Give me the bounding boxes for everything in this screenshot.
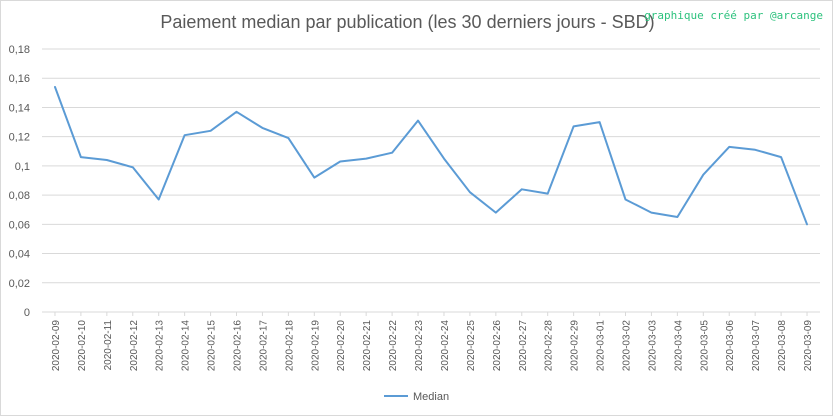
legend: Median	[384, 391, 449, 403]
series-line-median	[54, 86, 808, 226]
x-tick-label: 2020-02-24	[440, 320, 451, 372]
x-tick-label: 2020-02-19	[310, 320, 321, 372]
x-tick-label: 2020-02-13	[155, 320, 166, 372]
y-tick-label: 0,1	[15, 161, 30, 173]
x-tick-label: 2020-02-18	[284, 320, 295, 372]
x-tick-label: 2020-02-22	[388, 320, 399, 372]
x-tick-label: 2020-02-21	[362, 320, 373, 372]
x-tick-label: 2020-03-01	[596, 320, 607, 372]
y-axis-ticks: 0 0,02 0,04 0,06 0,08 0,1 0,12 0,14 0,16 0,18	[9, 44, 30, 319]
y-tick-label: 0,14	[9, 102, 30, 114]
y-tick-label: 0,12	[9, 132, 30, 144]
x-tick-label: 2020-02-27	[518, 320, 529, 372]
x-axis-ticks: 2020-02-09 2020-02-10 2020-02-11 2020-02-12…	[51, 312, 814, 371]
x-tick-label: 2020-02-10	[77, 320, 88, 372]
x-tick-label: 2020-02-14	[181, 320, 192, 372]
x-tick-label: 2020-03-07	[751, 320, 762, 372]
x-tick-label: 2020-02-11	[103, 320, 114, 371]
series-lines	[54, 86, 808, 226]
x-tick-label: 2020-03-08	[777, 320, 788, 372]
x-tick-label: 2020-03-04	[673, 320, 684, 372]
gridlines	[42, 48, 820, 313]
y-tick-label: 0,04	[9, 249, 30, 261]
x-tick-label: 2020-03-03	[647, 320, 658, 372]
x-tick-label: 2020-02-17	[258, 320, 269, 372]
y-tick-label: 0,08	[9, 190, 30, 202]
x-tick-label: 2020-02-29	[570, 320, 581, 372]
x-tick-label: 2020-03-02	[622, 320, 633, 372]
x-tick-label: 2020-03-06	[725, 320, 736, 372]
y-tick-label: 0,16	[9, 73, 30, 85]
y-tick-label: 0	[24, 307, 30, 319]
x-tick-label: 2020-02-26	[492, 320, 503, 372]
x-tick-label: 2020-02-16	[233, 320, 244, 372]
x-tick-label: 2020-03-05	[699, 320, 710, 372]
chart-title: Paiement median par publication (les 30 …	[160, 12, 655, 32]
x-tick-label: 2020-02-28	[544, 320, 555, 372]
y-tick-label: 0,06	[9, 219, 30, 231]
x-tick-label: 2020-02-23	[414, 320, 425, 372]
legend-label: Median	[413, 391, 449, 403]
x-tick-label: 2020-02-15	[207, 320, 218, 372]
x-tick-label: 2020-02-25	[466, 320, 477, 372]
x-tick-label: 2020-02-20	[336, 320, 347, 372]
chart-credit: graphique créé par @arcange	[644, 9, 823, 22]
x-tick-label: 2020-02-12	[129, 320, 140, 372]
y-tick-label: 0,18	[9, 44, 30, 56]
y-tick-label: 0,02	[9, 278, 30, 290]
x-tick-label: 2020-03-09	[803, 320, 814, 372]
x-tick-label: 2020-02-09	[51, 320, 62, 372]
